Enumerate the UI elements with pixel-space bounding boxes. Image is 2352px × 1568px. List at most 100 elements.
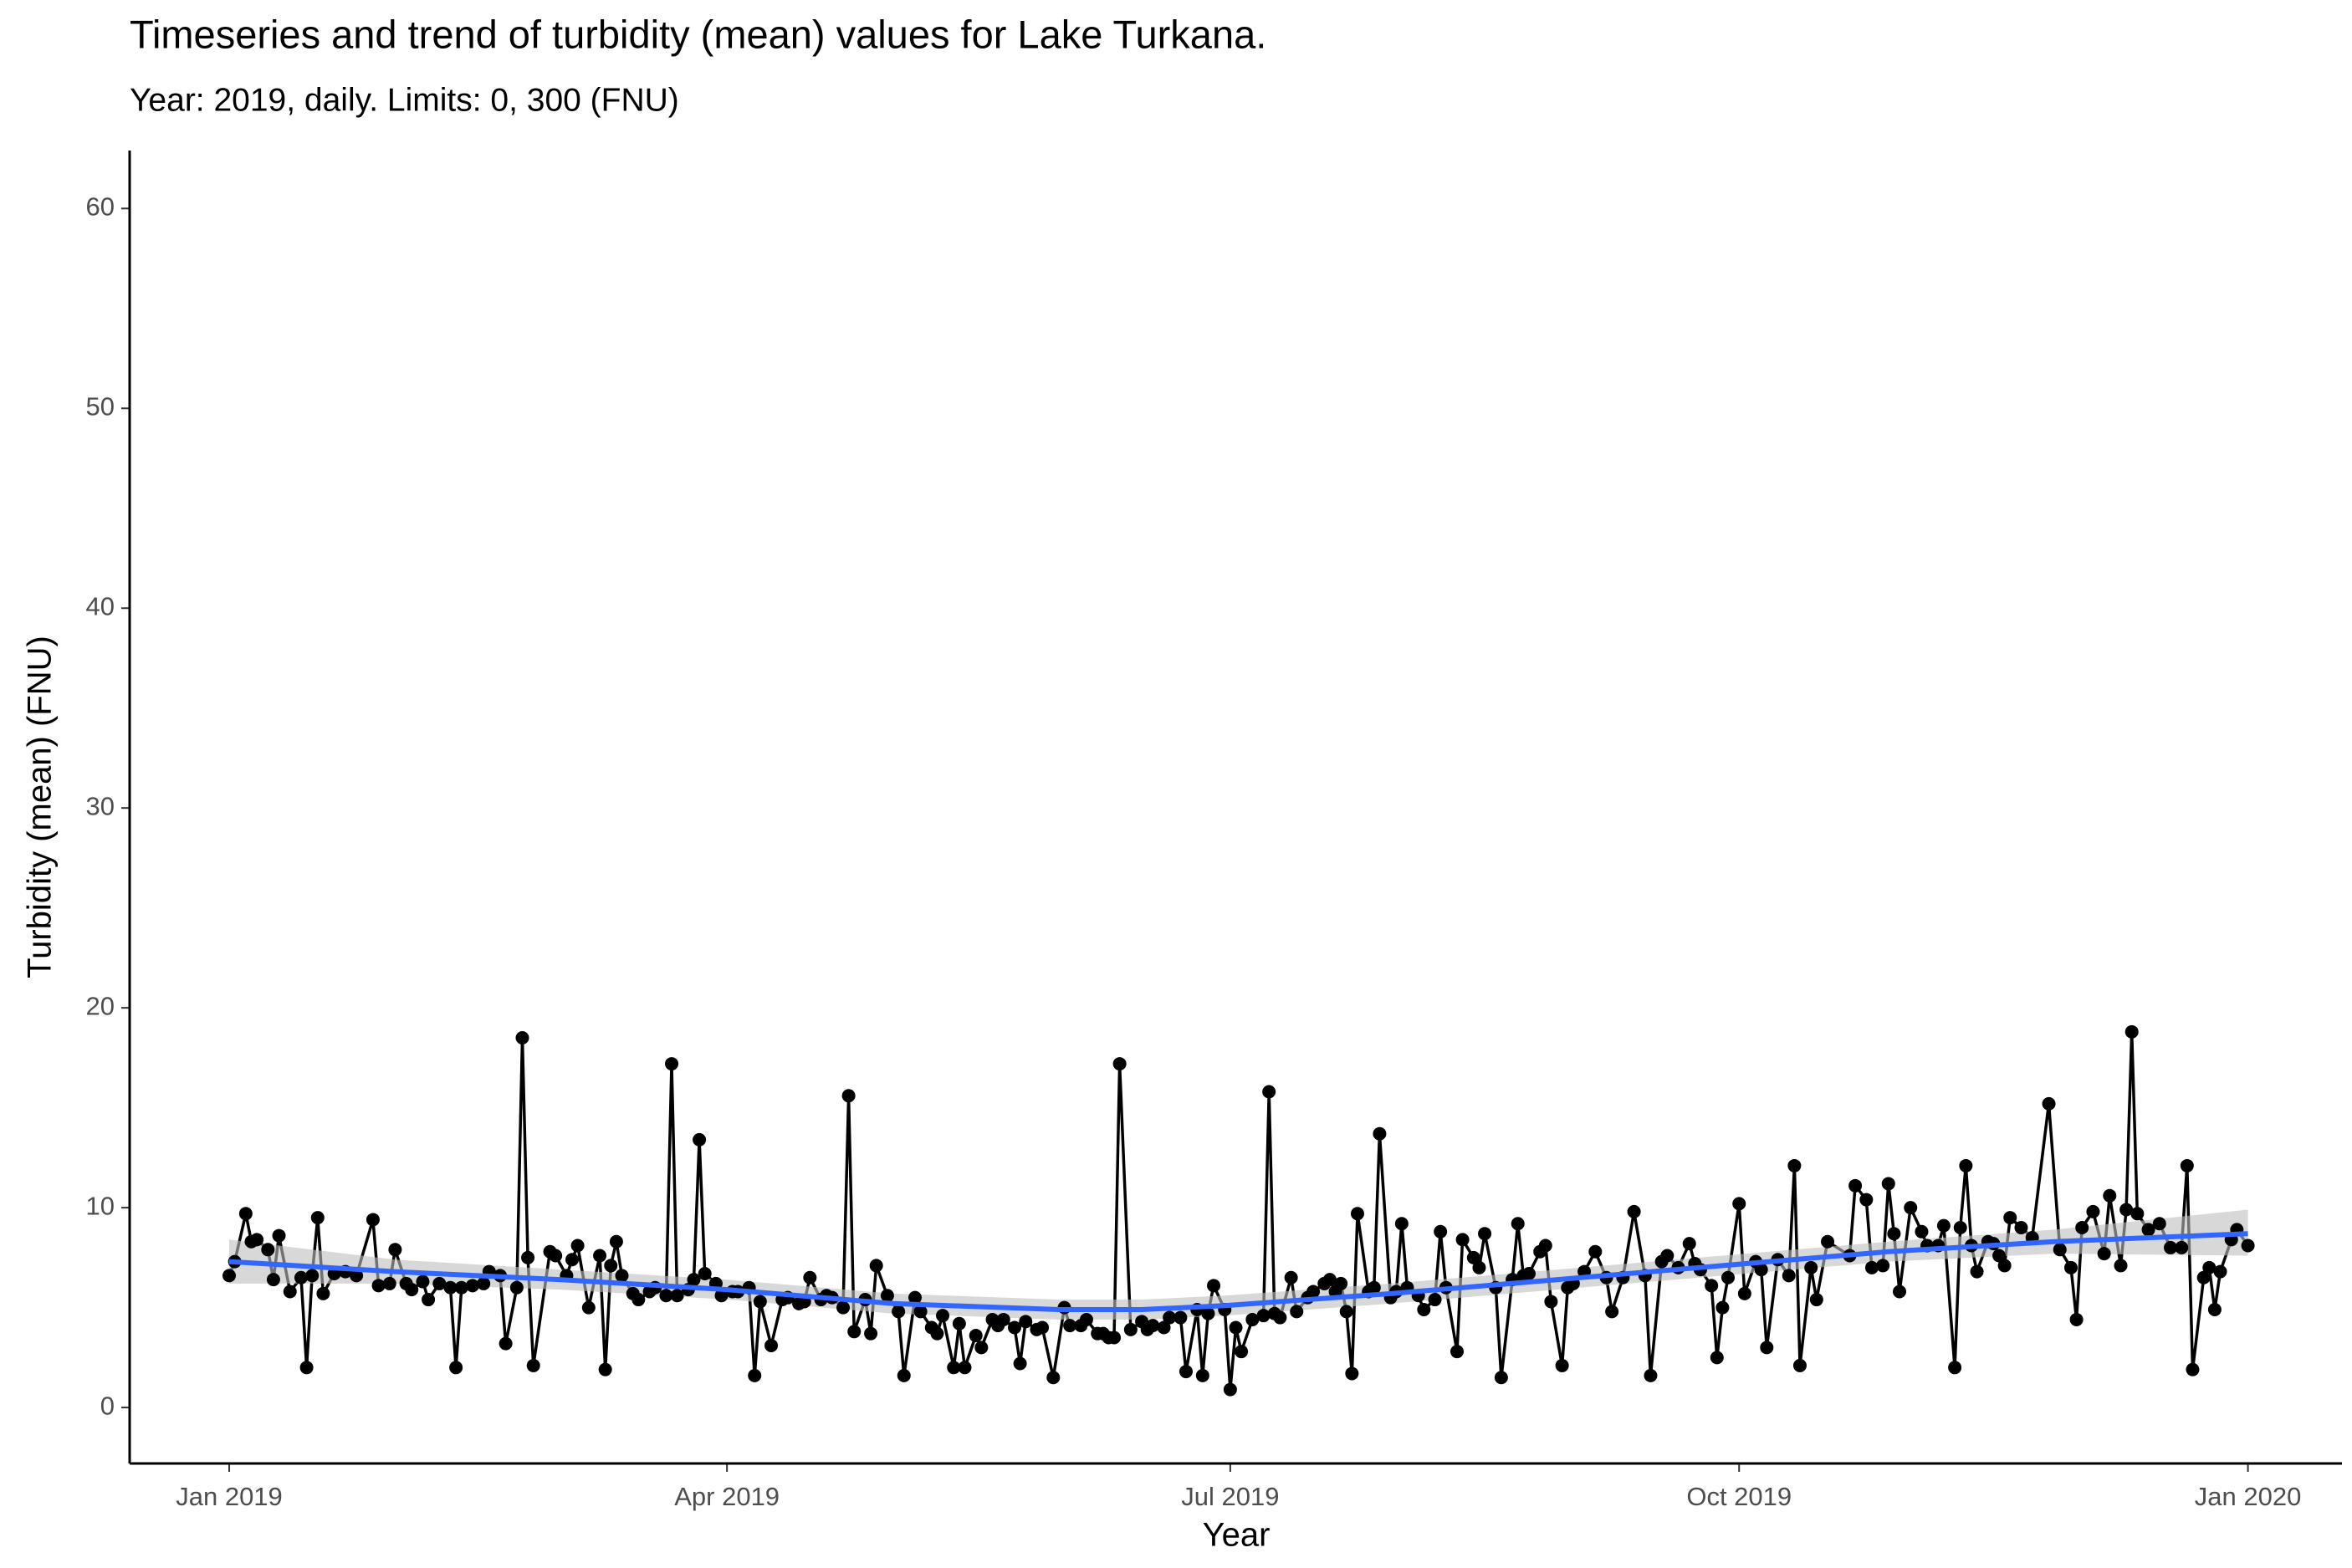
data-point [1478,1227,1492,1241]
data-point [1809,1293,1823,1307]
data-point [515,1031,529,1045]
data-point [294,1270,308,1285]
data-point [1322,1273,1337,1287]
y-tick-label: 40 [86,591,115,621]
data-point [1223,1382,1237,1397]
data-point [1555,1358,1569,1372]
y-tick-label: 60 [86,192,115,221]
data-point [1262,1085,1276,1099]
data-point [1737,1286,1751,1300]
data-point [416,1274,430,1289]
data-point [1660,1249,1675,1263]
data-point [2196,1270,2211,1285]
data-point [604,1259,618,1273]
data-point [1953,1221,1967,1235]
data-point [2003,1211,2017,1225]
data-point [1715,1300,1730,1315]
data-point [1157,1320,1171,1335]
data-point [1019,1315,1033,1329]
data-point [1434,1224,1448,1239]
data-point [1538,1239,1552,1253]
data-point [570,1239,585,1253]
data-point [1455,1233,1470,1247]
data-point [1146,1319,1160,1333]
data-point [996,1312,1010,1326]
data-point [1284,1270,1298,1285]
data-point [1035,1320,1050,1335]
data-point [1179,1365,1193,1379]
data-point [1107,1331,1122,1345]
data-point [2175,1240,2189,1254]
data-point [698,1266,712,1280]
data-point [2213,1264,2227,1279]
data-point [405,1283,419,1297]
data-point [1997,1259,2012,1273]
data-point [930,1326,944,1341]
data-point [465,1279,479,1293]
data-point [2119,1203,2134,1217]
data-point [1959,1158,1973,1172]
data-point [1013,1356,1027,1371]
y-tick-label: 0 [100,1391,115,1420]
data-point [1339,1305,1353,1319]
data-point [1754,1263,1768,1277]
data-point [969,1329,983,1343]
data-point [869,1259,883,1273]
data-point [1544,1295,1558,1309]
data-point [350,1269,364,1283]
x-tick-label: Apr 2019 [674,1482,780,1511]
data-point [1881,1177,1895,1191]
data-point [366,1213,380,1227]
chart-subtitle: Year: 2019, daily. Limits: 0, 300 (FNU) [130,82,679,118]
data-point [250,1233,264,1247]
data-point [272,1228,286,1243]
data-point [1893,1285,1906,1299]
data-point [841,1089,856,1103]
data-point [908,1290,922,1305]
data-point [222,1269,237,1283]
data-point [2141,1223,2155,1237]
data-point [687,1273,701,1287]
data-point [615,1269,629,1283]
data-point [1710,1351,1724,1365]
data-point [714,1289,729,1303]
data-point [947,1361,961,1375]
data-point [1306,1285,1321,1299]
data-point [1367,1280,1381,1295]
data-point [803,1270,817,1285]
data-point [1345,1366,1359,1381]
data-point [549,1249,563,1263]
data-point [2103,1188,2117,1203]
data-point [1245,1312,1260,1326]
data-point [382,1276,396,1290]
data-point [521,1250,535,1264]
data-point [1472,1260,1486,1274]
data-point [509,1280,524,1295]
data-point [748,1368,762,1382]
data-point [2124,1024,2139,1039]
data-point [2014,1221,2028,1235]
data-point [1163,1310,1177,1325]
data-point [1887,1227,1901,1241]
data-point [1273,1310,1287,1325]
data-point [266,1273,280,1287]
data-point [2207,1302,2222,1316]
data-point [2075,1221,2089,1235]
y-axis-title: Turbidity (mean) (FNU) [22,636,59,978]
data-line [228,1031,2250,1390]
data-point [1417,1302,1431,1316]
data-point [1864,1260,1879,1274]
data-point [1682,1237,1696,1251]
data-point [2186,1362,2200,1376]
data-point [2053,1243,2067,1257]
data-point [1792,1358,1807,1372]
data-point [2164,1240,2178,1254]
data-point [1466,1250,1480,1264]
data-point [283,1285,297,1299]
data-point [1848,1178,1863,1193]
data-point [1732,1197,1746,1211]
data-point [1008,1320,1021,1335]
data-point [1256,1309,1271,1323]
data-point [1915,1224,1929,1239]
